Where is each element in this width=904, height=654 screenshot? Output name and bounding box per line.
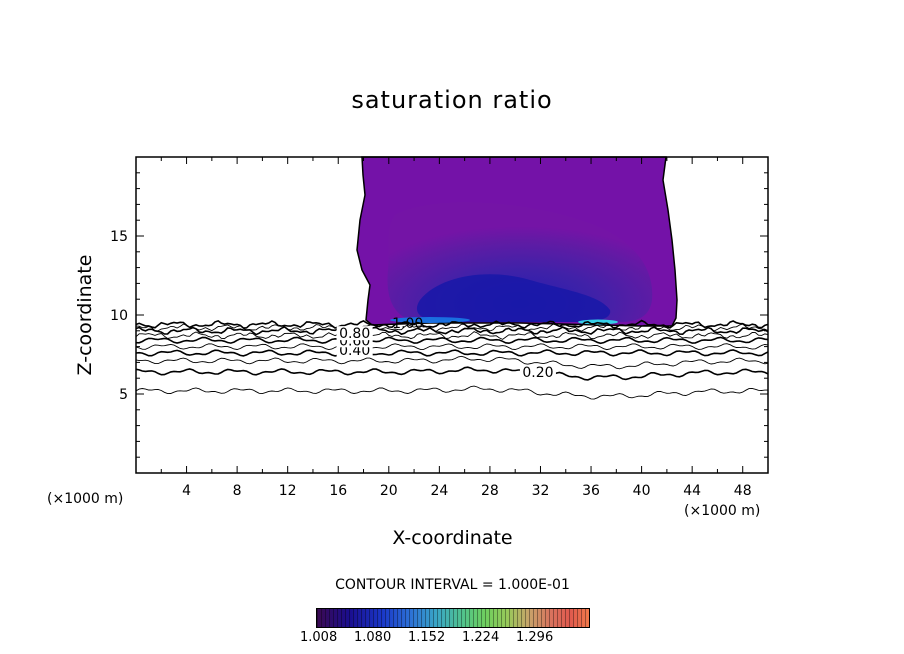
contour-label: 1.00 <box>392 316 423 332</box>
x-tick-label: 36 <box>582 483 600 499</box>
contour-label-bg <box>519 364 556 379</box>
contour-label-group: 0.200.400.600.801.00 <box>336 316 556 381</box>
x-tick-label: 12 <box>279 483 297 499</box>
x-tick-label: 28 <box>481 483 499 499</box>
contour-line <box>135 325 769 336</box>
cloud-base-highlight <box>390 317 470 323</box>
y-tick-label: 15 <box>110 229 128 245</box>
chart-title: saturation ratio <box>351 86 553 114</box>
x-tick-label: 44 <box>683 483 701 499</box>
contour-interval-text: CONTOUR INTERVAL = 1.000E-01 <box>335 577 570 593</box>
y-tick-label: 10 <box>110 308 128 324</box>
y-unit-label: (×1000 m) <box>47 491 124 507</box>
contour-line <box>135 319 769 329</box>
x-tick-label: 4 <box>182 483 191 499</box>
contour-label: 0.80 <box>339 326 370 342</box>
colorbar <box>316 608 590 628</box>
contour-line <box>135 336 769 345</box>
contour-line <box>135 355 769 370</box>
colorbar-tick-label: 1.152 <box>408 630 446 645</box>
contour-line <box>135 343 769 351</box>
colorbar-tick-label: 1.296 <box>516 630 554 645</box>
x-unit-label: (×1000 m) <box>684 503 761 519</box>
contour-line <box>135 349 769 357</box>
contour-line <box>135 385 768 400</box>
x-tick-label: 20 <box>380 483 398 499</box>
contour-lines <box>135 319 769 400</box>
x-tick-label: 48 <box>734 483 752 499</box>
y-axis-label: Z-coordinate <box>74 254 96 376</box>
x-tick-label: 24 <box>430 483 448 499</box>
contour-label-bg <box>336 326 373 341</box>
cloud-core-fill <box>416 274 611 322</box>
colorbar-tick-label: 1.008 <box>300 630 338 645</box>
colorbar-tick-label: 1.080 <box>354 630 392 645</box>
supersaturated-region <box>356 156 678 327</box>
x-tick-label: 16 <box>329 483 347 499</box>
x-tick-label: 8 <box>233 483 242 499</box>
x-tick-label: 40 <box>633 483 651 499</box>
y-tick-label: 5 <box>119 387 128 403</box>
contour-line <box>135 366 769 381</box>
x-axis-label: X-coordinate <box>392 527 513 549</box>
contour-line <box>135 331 769 340</box>
contour-label: 0.20 <box>522 365 553 381</box>
colorbar-tick-label: 1.224 <box>462 630 500 645</box>
x-tick-label: 32 <box>532 483 550 499</box>
